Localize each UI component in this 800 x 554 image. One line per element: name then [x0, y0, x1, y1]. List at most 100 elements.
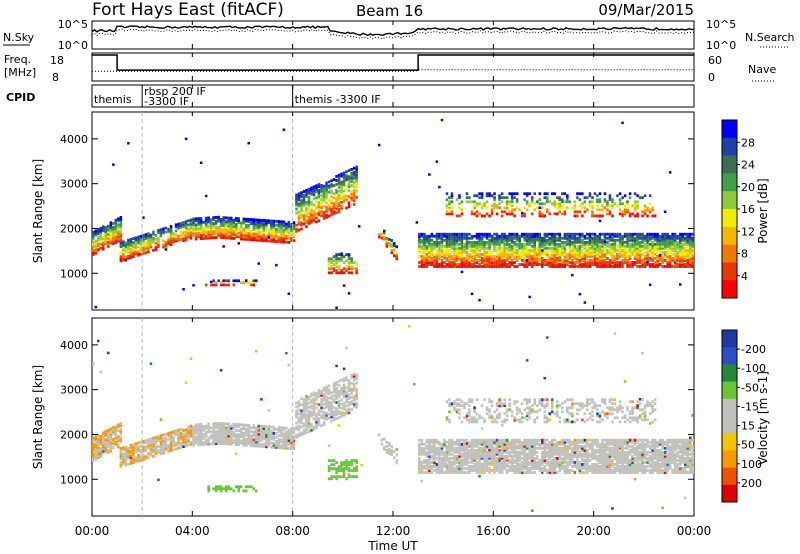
range-cell	[440, 442, 444, 446]
range-cell	[122, 448, 125, 452]
range-cell	[435, 259, 439, 262]
range-cell	[463, 404, 466, 408]
range-cell	[230, 232, 233, 236]
range-cell	[626, 202, 629, 206]
range-cell	[252, 438, 255, 442]
range-cell	[468, 469, 471, 472]
range-cell	[174, 429, 178, 433]
range-cell	[613, 263, 617, 266]
range-cell	[438, 440, 441, 444]
range-cell	[94, 247, 97, 251]
range-cell	[194, 429, 198, 433]
range-cell	[473, 418, 476, 422]
colorbar-swatch	[722, 226, 737, 246]
range-cell	[222, 426, 225, 429]
range-cell	[232, 227, 235, 230]
range-cell	[546, 234, 549, 238]
range-cell	[114, 238, 118, 242]
range-cell	[596, 200, 599, 204]
range-cell	[107, 434, 110, 438]
header: Fort Hays East (fitACF) Beam 16 09/Mar/2…	[92, 0, 694, 20]
range-cell	[157, 241, 160, 244]
range-cell	[282, 428, 286, 432]
range-cell	[237, 423, 240, 426]
range-cell	[172, 236, 175, 240]
range-cell	[551, 251, 554, 254]
range-cell	[525, 263, 529, 266]
range-cell	[147, 452, 150, 456]
range-cell	[152, 230, 155, 234]
range-cell	[638, 257, 642, 260]
range-cell	[174, 233, 178, 237]
range-cell	[641, 246, 644, 250]
range-cell	[425, 459, 429, 462]
range-cell	[591, 204, 594, 208]
range-cell	[109, 229, 113, 233]
range-cell	[480, 469, 484, 472]
range-cell	[508, 202, 511, 206]
range-cell	[470, 440, 474, 444]
range-cell	[257, 234, 260, 238]
range-cell	[643, 261, 647, 264]
range-cell	[445, 446, 449, 450]
range-cell	[222, 232, 225, 236]
range-cell	[247, 141, 250, 145]
range-cell	[325, 405, 328, 409]
range-cell	[207, 220, 210, 224]
range-cell	[305, 209, 308, 212]
range-cell	[99, 436, 102, 440]
range-cell	[204, 230, 208, 234]
range-cell	[342, 383, 346, 387]
range-cell	[598, 251, 602, 254]
range-cell	[601, 240, 604, 244]
range-cell	[147, 440, 150, 444]
colorbar-tick-label: 28	[741, 136, 755, 149]
range-cell	[483, 465, 486, 468]
range-cell	[212, 440, 215, 444]
range-cell	[302, 216, 306, 220]
range-cell	[335, 175, 338, 178]
range-cell	[337, 400, 341, 403]
range-cell	[132, 451, 135, 454]
range-cell	[638, 240, 642, 244]
nsky-panel: N.Sky 10^5 10^0 10^5 10^0 N.Search	[3, 18, 795, 52]
range-cell	[666, 257, 669, 260]
range-cell	[302, 430, 306, 434]
range-cell	[157, 237, 160, 240]
range-cell	[129, 250, 133, 253]
range-cell	[679, 265, 682, 268]
range-cell	[270, 429, 273, 433]
range-cell	[420, 452, 424, 456]
range-cell	[583, 210, 587, 214]
range-cell	[307, 426, 311, 429]
range-cell	[520, 253, 524, 256]
range-cell	[588, 242, 592, 246]
range-cell	[586, 261, 589, 264]
range-cell	[285, 230, 288, 234]
range-cell	[167, 242, 170, 245]
range-cell	[448, 244, 451, 248]
range-cell	[350, 176, 353, 179]
range-cell	[262, 235, 266, 238]
power-cells	[92, 118, 694, 309]
range-cell	[245, 237, 248, 241]
range-cell	[147, 438, 150, 442]
range-cell	[631, 253, 634, 256]
range-cell	[508, 242, 511, 246]
range-cell	[112, 242, 115, 245]
range-cell	[307, 409, 311, 413]
range-cell	[112, 440, 115, 443]
range-cell	[240, 433, 243, 437]
range-cell	[440, 246, 444, 250]
range-cell	[648, 232, 652, 236]
range-cell	[292, 223, 296, 226]
range-cell	[558, 238, 561, 242]
range-cell	[648, 194, 652, 198]
range-cell	[325, 187, 328, 191]
range-cell	[478, 259, 481, 262]
range-cell	[689, 246, 692, 250]
range-cell	[290, 233, 293, 236]
range-cell	[124, 259, 128, 262]
range-cell	[172, 432, 175, 436]
